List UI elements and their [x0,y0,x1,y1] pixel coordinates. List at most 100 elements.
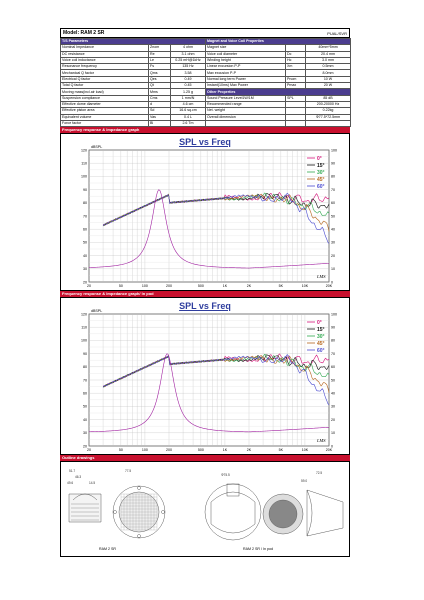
property-name [205,119,287,128]
x-tick-label: 20 [87,284,91,288]
table-row: Mechanical Q factor Qms 3.58 Max excusion P… [60,69,352,77]
y2-tick-label: 90 [331,326,335,330]
y-tick-label: 120 [81,148,87,152]
x-tick-label: 200 [166,448,172,452]
y2-tick-label: 0 [331,280,333,284]
y2-tick-label: 100 [331,312,337,316]
x-tick-label: 100 [142,448,148,452]
table-row: Resonance frequency Fs 135 Hz Linear excurs… [60,63,352,71]
property-value [305,119,352,128]
param-value: 0.4 L [169,113,207,121]
y-axis-label: dBSPL [91,145,102,149]
section-header-graph-pod: Frequency response & Impedance graph/ In… [60,291,350,298]
pod-profile [306,489,344,537]
x-tick-label: 20 [87,448,91,452]
y-tick-label: 20 [83,444,87,448]
y-tick-label: 50 [83,241,87,245]
spec-sheet: Model: RAM 2 SR PUAL/SVR T/S Parameters M… [59,28,352,558]
y2-tick-label: 70 [331,352,335,356]
dimension-label: 46.3 [75,475,81,479]
table-row: Suspension compliance Cms 1 mm/N Sound Pres… [60,94,352,102]
table-row: Electrical Q factor Qes 0.49 Normal long te… [60,75,352,84]
param-value: 135 Hz [169,63,207,71]
param-value: 2.6 Tm [169,119,207,128]
property-value: 20 W [305,82,352,90]
param-value: 1 mm/N [169,94,207,102]
graph-title: SPL vs Freq [179,301,231,312]
y2-tick-label: 40 [331,228,335,232]
table-row: Equivalent volume Vas 0.4 L Overall dimensi… [60,113,352,121]
legend-entry: 60° [317,348,325,354]
property-value: Φ77.5*72.5mm [305,113,352,121]
y2-tick-label: 40 [331,392,335,396]
param-value: 1.25 g [169,88,207,96]
x-tick-label: 20K [326,284,333,288]
param-value: 4.6 cm [169,100,207,109]
legend-entry: 30° [317,334,325,340]
section-header-outline: Outline drawings [60,455,350,462]
y-tick-label: 40 [83,418,87,422]
legend-entry: 45° [317,341,325,347]
dimension-label: Φ75.5 [221,473,230,477]
dimension-label: 72.5 [316,471,322,475]
table-row: Moving mass(incl.air load) Mms 1.25 g Other… [60,88,352,96]
spl-curve [102,193,330,226]
property-value: 0.5mm [305,63,352,71]
pod-outline [204,483,262,541]
table-row: Total Q factor Qt 0.45 Instant(10ms) Max Po… [60,82,352,90]
param-symbol: Bl [148,119,171,128]
pod-front-center [268,500,298,529]
impedance-curve [88,353,330,433]
param-name: Force factor [60,119,149,128]
y2-tick-label: 10 [331,431,335,435]
y-tick-label: 30 [83,431,87,435]
pod-shell [210,491,256,534]
x-tick-label: 10K [302,284,309,288]
dimension-label: 14.5 [89,481,95,485]
x-tick-label: 1K [223,448,228,452]
table-header-other: Other Properties [205,88,352,96]
spl-curve [102,354,330,388]
dimension-label: 77.5 [125,469,131,473]
y-tick-label: 100 [81,175,87,179]
legend-entry: 30° [317,170,325,176]
front-view-outer [112,485,166,539]
x-tick-label: 10K [302,448,309,452]
mount-hole [137,534,141,538]
y2-tick-label: 20 [331,254,335,258]
x-tick-label: 1K [223,284,228,288]
legend-entry: 15° [317,163,325,169]
section-header-graph: Frequency response & Impedance graph [60,127,350,134]
x-tick-label: 2K [247,448,252,452]
x-tick-label: 5K [279,284,284,288]
x-tick-label: 5K [279,448,284,452]
y2-tick-label: 60 [331,365,335,369]
y-tick-label: 40 [83,254,87,258]
spl-curve [102,354,330,406]
y-tick-label: 30 [83,267,87,271]
mount-hole [161,510,165,514]
y2-tick-label: 50 [331,214,335,218]
property-value: 200-20000 Hz [305,100,352,109]
y-tick-label: 70 [83,214,87,218]
y2-tick-label: 60 [331,201,335,205]
y2-tick-label: 50 [331,378,335,382]
parameter-table: T/S Parameters Magnet and Voice Coil Prop… [59,37,352,128]
y2-tick-label: 80 [331,339,335,343]
y-tick-label: 90 [83,188,87,192]
brand-mark: LMS [316,274,326,279]
mount-hole [137,486,141,490]
y2-tick-label: 70 [331,188,335,192]
y-tick-label: 120 [81,312,87,316]
caption-driver: RAM 2 SR [99,547,116,552]
side-view-dome [72,493,98,501]
table-row: Effective piston area Sd 16.6 sq.cm Net. we… [60,107,352,115]
legend-entry: 0° [317,320,322,326]
param-value: 0.45 [169,82,207,90]
property-symbol [285,119,307,128]
mount-hole [113,510,117,514]
dimension-label: 49.6 [67,481,73,485]
y2-tick-label: 10 [331,267,335,271]
legend-entry: 15° [317,327,325,333]
caption-in-pod: RAM 2 SR / In pod [243,547,273,552]
